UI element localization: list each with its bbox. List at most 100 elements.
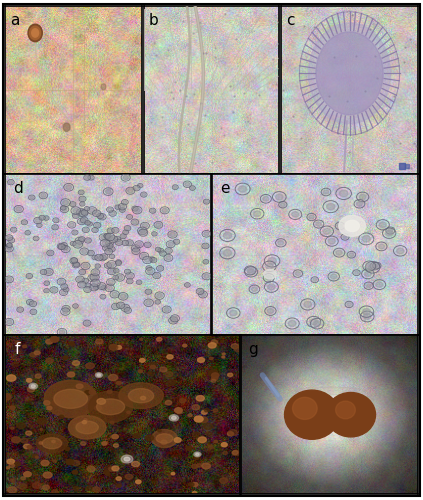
Circle shape	[109, 344, 118, 350]
Circle shape	[230, 310, 237, 316]
Circle shape	[168, 380, 176, 386]
Circle shape	[84, 228, 88, 232]
Circle shape	[266, 264, 273, 269]
Circle shape	[27, 378, 32, 382]
Circle shape	[343, 236, 347, 239]
Circle shape	[22, 221, 26, 224]
Circle shape	[192, 464, 198, 468]
Circle shape	[201, 292, 206, 296]
Circle shape	[372, 264, 377, 268]
Circle shape	[186, 284, 189, 286]
Circle shape	[223, 250, 231, 256]
Circle shape	[15, 341, 21, 344]
Circle shape	[339, 216, 365, 236]
Circle shape	[359, 194, 366, 200]
Circle shape	[81, 211, 86, 216]
Circle shape	[91, 285, 96, 290]
Circle shape	[72, 360, 80, 366]
Circle shape	[133, 207, 137, 210]
Circle shape	[109, 270, 114, 274]
Circle shape	[93, 487, 100, 492]
Circle shape	[354, 271, 359, 274]
Circle shape	[53, 460, 56, 462]
Circle shape	[82, 250, 87, 254]
Circle shape	[116, 206, 119, 208]
Circle shape	[159, 250, 162, 252]
Circle shape	[32, 28, 38, 37]
Circle shape	[63, 123, 70, 132]
Circle shape	[142, 224, 148, 228]
Circle shape	[9, 238, 13, 242]
Circle shape	[21, 438, 28, 443]
Circle shape	[59, 330, 65, 334]
Circle shape	[339, 190, 348, 197]
Circle shape	[124, 457, 130, 461]
Text: g: g	[248, 342, 258, 356]
Circle shape	[150, 366, 156, 369]
Circle shape	[105, 234, 108, 237]
Circle shape	[268, 258, 276, 264]
Circle shape	[185, 182, 190, 186]
Circle shape	[30, 196, 34, 199]
Circle shape	[108, 280, 113, 284]
Circle shape	[46, 340, 53, 344]
Circle shape	[28, 24, 42, 42]
Circle shape	[16, 207, 22, 211]
Circle shape	[362, 236, 371, 242]
Ellipse shape	[42, 438, 62, 449]
Circle shape	[220, 478, 228, 484]
Circle shape	[27, 446, 32, 448]
Circle shape	[330, 274, 337, 279]
Circle shape	[77, 238, 82, 243]
Circle shape	[93, 280, 98, 285]
Circle shape	[222, 353, 225, 355]
Circle shape	[95, 286, 98, 288]
Circle shape	[85, 322, 89, 325]
Circle shape	[80, 198, 85, 200]
Text: a: a	[11, 12, 20, 28]
Circle shape	[26, 232, 29, 234]
Circle shape	[127, 411, 130, 414]
Circle shape	[140, 358, 145, 362]
Circle shape	[63, 247, 69, 251]
Circle shape	[221, 442, 227, 446]
Circle shape	[107, 241, 112, 245]
Circle shape	[264, 270, 276, 279]
Circle shape	[99, 284, 104, 288]
Circle shape	[316, 222, 321, 226]
Circle shape	[63, 306, 69, 310]
Circle shape	[385, 230, 393, 236]
Circle shape	[309, 215, 314, 219]
Circle shape	[93, 270, 98, 274]
Ellipse shape	[156, 434, 173, 443]
Circle shape	[232, 450, 238, 454]
Circle shape	[232, 450, 240, 456]
Circle shape	[203, 423, 213, 430]
Circle shape	[170, 232, 175, 236]
Circle shape	[85, 390, 91, 394]
Circle shape	[123, 200, 127, 203]
Circle shape	[208, 342, 216, 348]
Circle shape	[364, 271, 371, 276]
Circle shape	[205, 200, 209, 203]
Circle shape	[42, 485, 49, 490]
Circle shape	[15, 462, 21, 466]
Circle shape	[109, 374, 118, 380]
Circle shape	[76, 384, 83, 388]
Circle shape	[86, 284, 90, 287]
Circle shape	[31, 384, 36, 388]
Circle shape	[61, 290, 66, 294]
Circle shape	[48, 252, 52, 254]
Circle shape	[136, 356, 140, 358]
Circle shape	[9, 180, 13, 184]
Circle shape	[146, 435, 154, 440]
Circle shape	[267, 308, 274, 314]
Circle shape	[234, 346, 243, 352]
Circle shape	[120, 204, 125, 208]
Circle shape	[97, 374, 101, 376]
Circle shape	[113, 444, 118, 448]
Circle shape	[128, 216, 132, 218]
Circle shape	[44, 217, 48, 220]
Circle shape	[347, 302, 351, 306]
Circle shape	[41, 194, 46, 198]
